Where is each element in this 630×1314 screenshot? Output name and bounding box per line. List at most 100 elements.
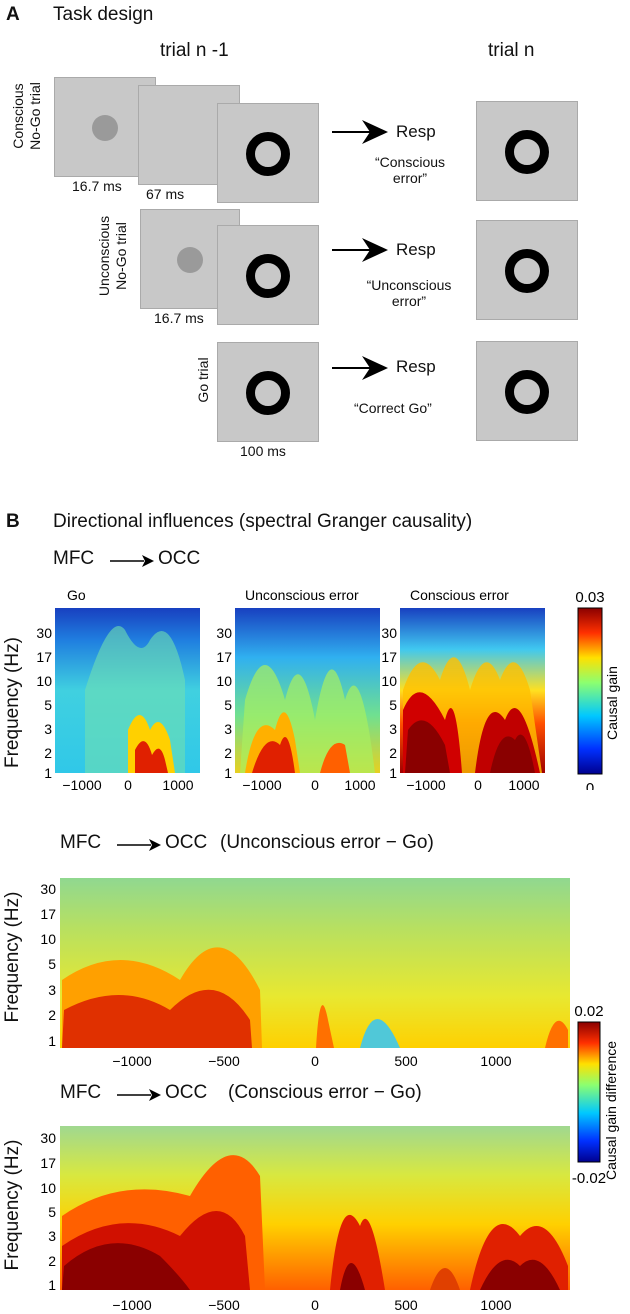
row3-source: MFC: [60, 1082, 102, 1103]
xtick-go-0: 0: [124, 777, 132, 790]
diff-map-2-small-blob: [430, 1268, 460, 1290]
row3-time1: 100 ms: [240, 443, 286, 459]
xtick-d1-neg1000: −1000: [112, 1053, 152, 1069]
small-maps-ylabel: Frequency (Hz): [2, 637, 23, 768]
row3-label: Go trial: [195, 340, 212, 420]
row2-target: OCC: [165, 832, 208, 853]
row3-resp: Resp: [396, 357, 436, 376]
row1-target: OCC: [158, 548, 201, 569]
xtick-d2-neg500: −500: [208, 1297, 240, 1313]
ytick-go-30: 30: [36, 625, 52, 641]
gray-disc-icon: [92, 115, 118, 141]
diff-map-1-ylabel: Frequency (Hz): [2, 891, 23, 1023]
xtick-go-neg1000: −1000: [62, 777, 102, 790]
trial-prev-heading: trial n -1: [160, 40, 229, 61]
xtick-d1-neg500: −500: [208, 1053, 240, 1069]
ytick-d2-17: 17: [40, 1155, 56, 1171]
colorbar-2-label: Causal gain difference: [603, 1041, 619, 1180]
panel-b-letter: B: [6, 511, 20, 532]
xtick-d1-500: 500: [394, 1053, 418, 1069]
diff-map-2-yticks: 30 17 10 5 3 2 1: [40, 1130, 56, 1293]
black-ring-icon: [246, 254, 290, 298]
ytick-unc-5: 5: [224, 697, 232, 713]
xtick-unc-1000: 1000: [344, 777, 375, 790]
colorbar-2-group: 0.02 -0.02 Causal gain difference: [572, 1003, 619, 1187]
row2-outcome-line2: error”: [391, 293, 427, 309]
row1-source: MFC: [53, 548, 95, 569]
ytick-d2-1: 1: [48, 1277, 56, 1293]
ytick-d2-3: 3: [48, 1228, 56, 1244]
diff-map-2-ylabel: Frequency (Hz): [2, 1139, 23, 1271]
ytick-go-5: 5: [44, 697, 52, 713]
diff-map-1-mid-blob: [316, 1005, 334, 1048]
row2-label-line2: No-Go trial: [113, 222, 129, 290]
diff-map-conscious: 30 17 10 5 3 2 1 −1000 −500 0 500 1000: [40, 1126, 570, 1313]
black-ring-icon: [505, 249, 549, 293]
xtick-d1-1000: 1000: [480, 1053, 511, 1069]
row2-outcome-line1: “Unconscious: [366, 277, 452, 293]
ytick-d1-3: 3: [48, 982, 56, 998]
ytick-unc-30: 30: [216, 625, 232, 641]
ytick-unc-10: 10: [216, 673, 232, 689]
map-conscious: [400, 608, 545, 773]
ytick-d2-10: 10: [40, 1180, 56, 1196]
ytick-unc-17: 17: [216, 649, 232, 665]
stimulus-frame-6: [217, 342, 319, 442]
map-title-conscious: Conscious error: [410, 587, 509, 603]
xtick-d2-0: 0: [311, 1297, 319, 1313]
row2-flow-arrow-icon: [117, 839, 161, 851]
row3-outcome: “Correct Go”: [354, 400, 432, 416]
ytick-go-2: 2: [44, 745, 52, 761]
ytick-d1-2: 2: [48, 1007, 56, 1023]
ytick-go-10: 10: [36, 673, 52, 689]
xtick-con-1000: 1000: [508, 777, 539, 790]
ytick-go-3: 3: [44, 721, 52, 737]
xtick-unc-neg1000: −1000: [242, 777, 282, 790]
stimulus-frame-3: [217, 103, 319, 203]
xtick-d2-1000: 1000: [480, 1297, 511, 1313]
map-go-red-blob: [135, 741, 168, 773]
map-unconscious: [235, 608, 380, 773]
ytick-go-1: 1: [44, 765, 52, 781]
small-maps-figure: Go Unconscious error Conscious error 30 …: [36, 587, 620, 790]
row2-resp: Resp: [396, 240, 436, 259]
trial-n-frame-1: [476, 101, 578, 201]
map-go: [55, 608, 200, 773]
row1-label-line2: No-Go trial: [27, 82, 43, 150]
row3-arrow-icon: [332, 356, 388, 380]
small-xtick-labels: −1000 0 1000 −1000 0 1000 −1000 0 1000: [62, 777, 539, 790]
ytick-d2-2: 2: [48, 1253, 56, 1269]
row2-label-line1: Unconscious: [96, 215, 112, 297]
diff-map-2-mid-dark-blob: [340, 1263, 365, 1290]
diff-map-1-xticks: −1000 −500 0 500 1000: [112, 1053, 511, 1069]
row3-label-line1: Go trial: [195, 357, 211, 403]
xtick-d2-500: 500: [394, 1297, 418, 1313]
ytick-con-17: 17: [381, 649, 397, 665]
panel-a-letter: A: [6, 4, 20, 25]
row1-label: Conscious No-Go trial: [10, 66, 44, 166]
black-ring-icon: [246, 371, 290, 415]
trial-n-frame-3: [476, 341, 578, 441]
colorbar-2: [577, 1021, 601, 1163]
gray-disc-icon: [177, 247, 203, 273]
map-conscious-darkred-blob-2: [490, 734, 535, 773]
row3-flow-arrow-icon: [117, 1089, 161, 1101]
ytick-d1-30: 30: [40, 881, 56, 897]
diff-map-1-right-blob: [545, 1020, 568, 1048]
map-unconscious-red-blob-2: [320, 742, 350, 773]
row3-target: OCC: [165, 1082, 208, 1103]
row2-time1: 16.7 ms: [154, 310, 204, 326]
diff-map-1-yticks: 30 17 10 5 3 2 1: [40, 881, 56, 1049]
ytick-d1-17: 17: [40, 906, 56, 922]
map-title-unconscious: Unconscious error: [245, 587, 359, 603]
diff-map-1-cyan-blob: [360, 1019, 400, 1048]
row1-outcome: “Conscious error”: [351, 154, 469, 186]
diff-map-2-xticks: −1000 −500 0 500 1000: [112, 1297, 511, 1313]
row1-label-line1: Conscious: [10, 83, 26, 149]
ytick-go-17: 17: [36, 649, 52, 665]
ytick-unc-1: 1: [224, 765, 232, 781]
xtick-unc-0: 0: [311, 777, 319, 790]
row2-arrow-icon: [332, 238, 388, 262]
xtick-go-1000: 1000: [162, 777, 193, 790]
diff-map-2-darkred-blob: [62, 1243, 190, 1290]
